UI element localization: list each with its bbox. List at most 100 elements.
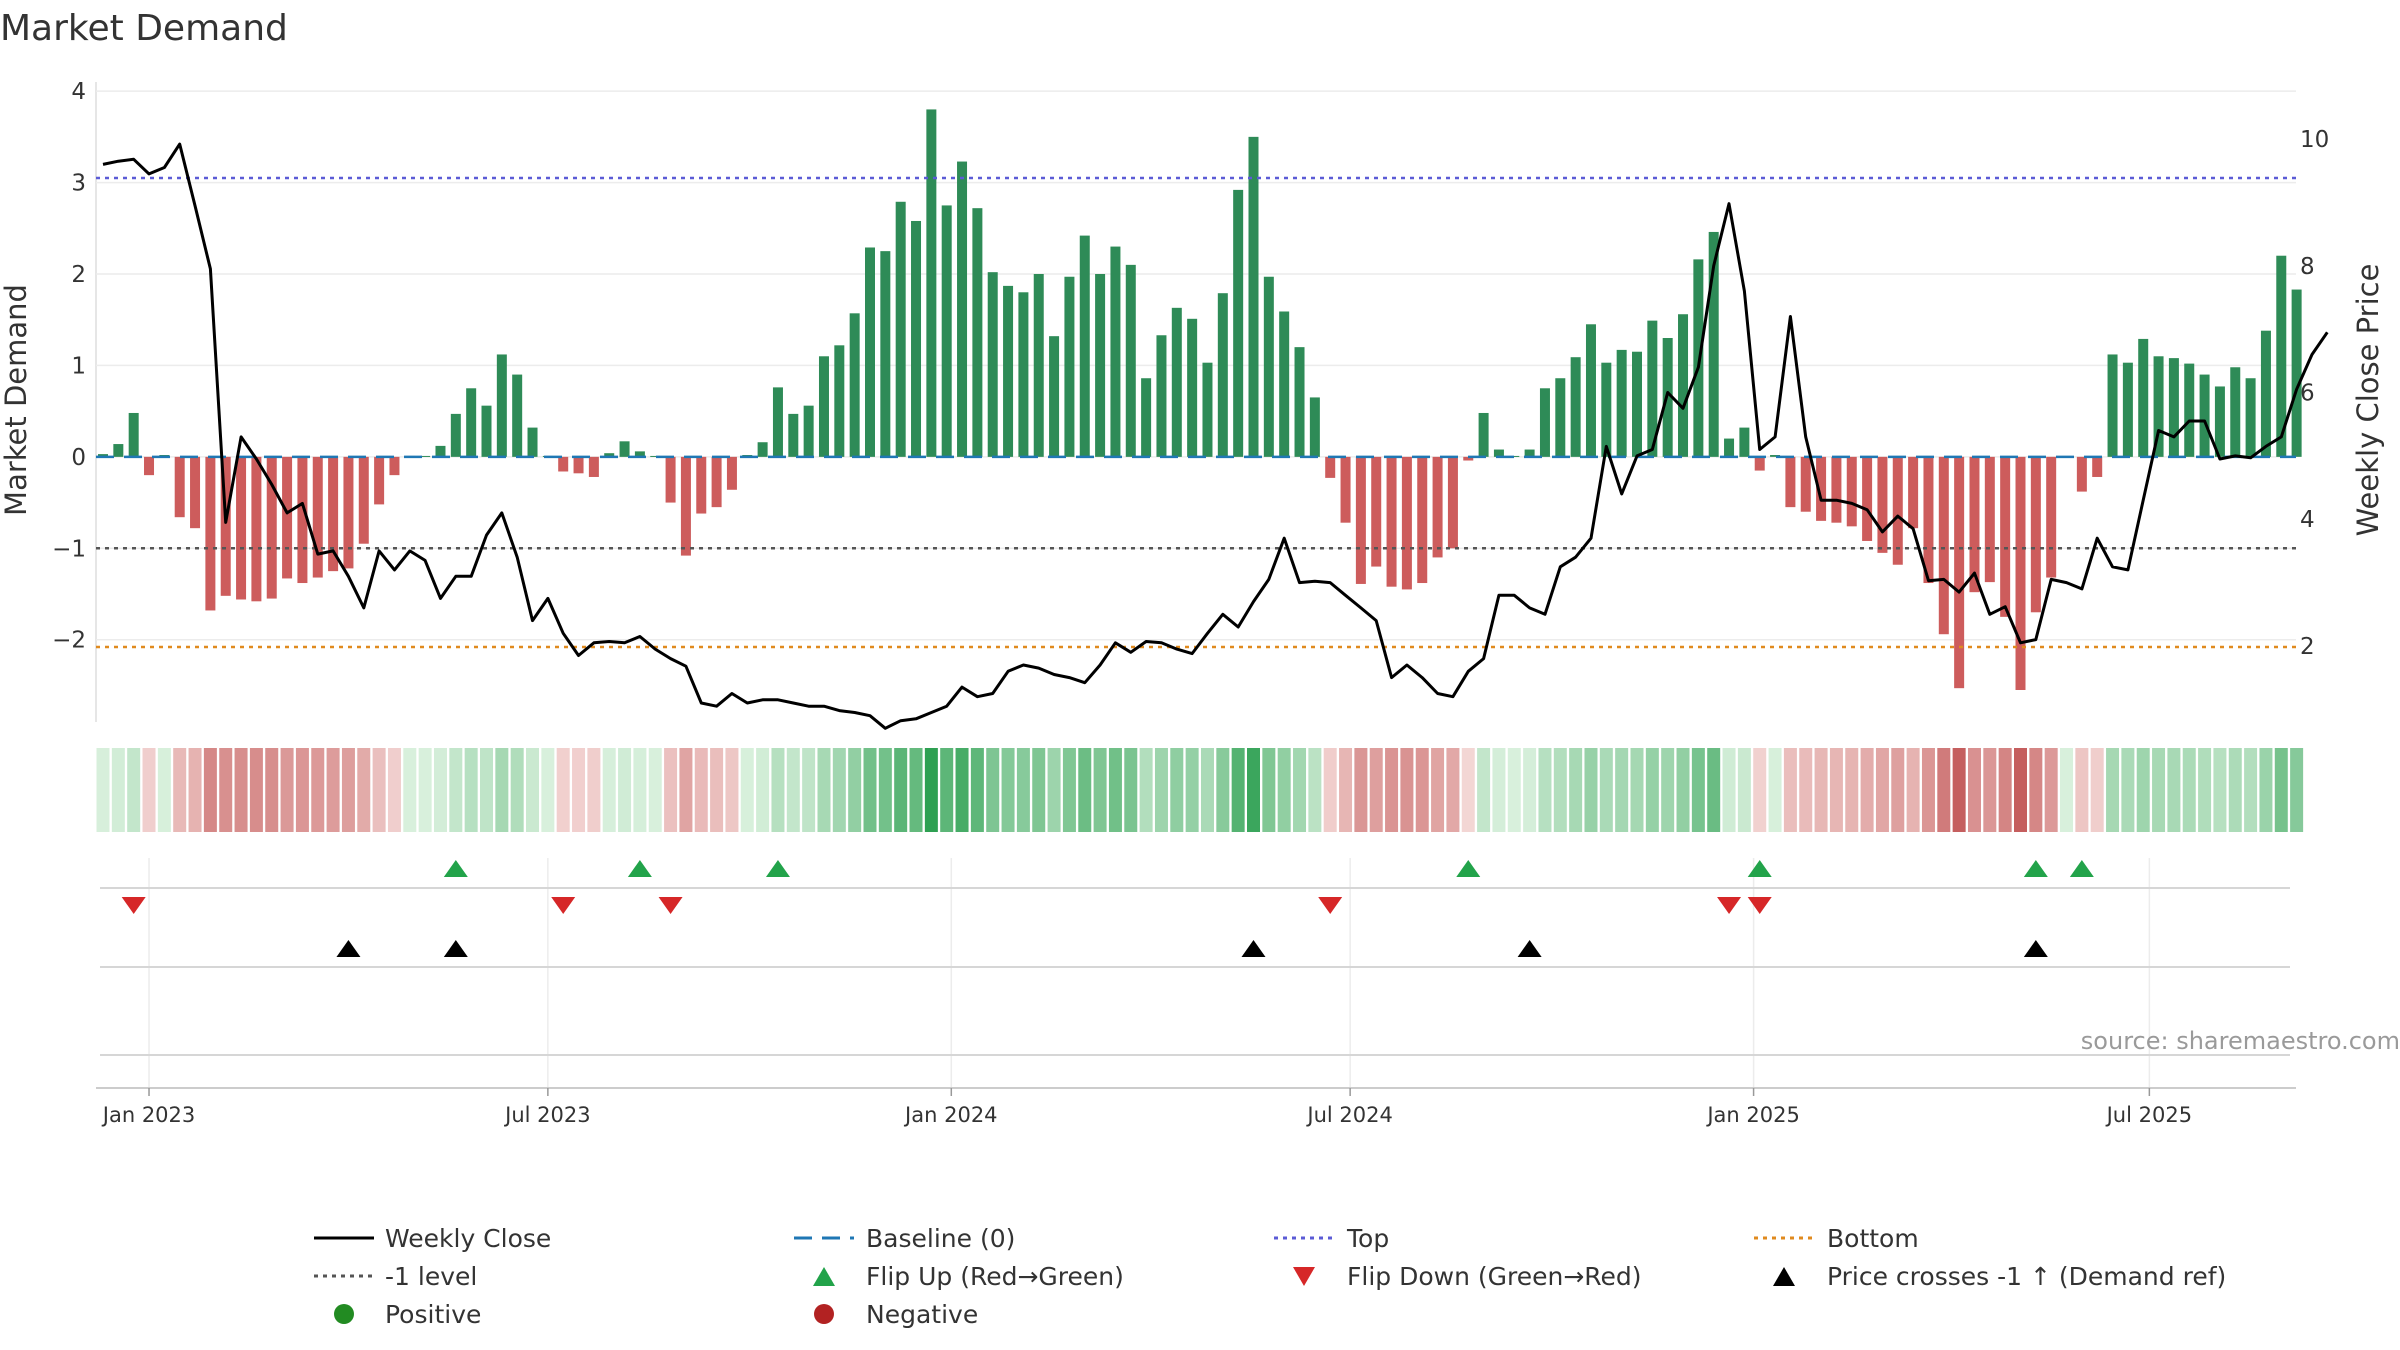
heatmap-cell	[480, 748, 493, 832]
demand-bar	[757, 442, 768, 457]
demand-bar	[2122, 362, 2133, 457]
legend-label: Flip Down (Green→Red)	[1347, 1262, 1642, 1291]
demand-bar	[1447, 456, 1458, 549]
heatmap-cell	[1354, 748, 1368, 832]
demand-bar	[2046, 456, 2057, 578]
demand-bar	[1125, 264, 1136, 457]
right-axis-ticks: 2 4 6 8 10	[2300, 127, 2329, 660]
demand-bar	[1064, 276, 1075, 457]
demand-bar	[1493, 449, 1504, 457]
demand-bar	[1033, 274, 1044, 457]
heatmap-cell	[311, 748, 325, 832]
heatmap-cell	[1431, 748, 1445, 832]
heatmap-cell	[1124, 748, 1138, 832]
demand-bar	[680, 456, 691, 556]
demand-bar	[1570, 357, 1581, 457]
heatmap-cell	[1231, 748, 1245, 832]
demand-bar	[328, 456, 339, 572]
demand-bar	[1156, 335, 1167, 457]
heatmap-cell	[1998, 748, 2012, 832]
demand-bar	[358, 456, 369, 544]
circle-icon	[814, 1304, 834, 1324]
heatmap-cell	[1016, 748, 1030, 832]
demand-bar	[1371, 456, 1382, 567]
heatmap-cell	[1415, 748, 1429, 832]
demand-bar	[957, 161, 968, 457]
demand-bar	[1846, 456, 1857, 527]
demand-bar	[1800, 456, 1811, 512]
x-axis-ticks: Jan 2023 Jul 2023 Jan 2024 Jul 2024 Jan 2025…	[101, 1088, 2192, 1127]
demand-bar	[588, 456, 599, 477]
heatmap-cell	[924, 748, 938, 832]
demand-bar	[251, 456, 262, 602]
heatmap-cell	[1967, 748, 1981, 832]
demand-bar	[1171, 307, 1182, 457]
demand-bar	[1892, 456, 1903, 565]
demand-bar	[1141, 378, 1152, 457]
heatmap-cell	[756, 748, 770, 832]
weekly-close-line	[102, 142, 2329, 730]
demand-bar	[1417, 456, 1428, 584]
legend-label: Positive	[385, 1300, 481, 1329]
heatmap-cell	[2121, 748, 2135, 832]
event-gridlines	[148, 858, 2151, 1088]
heatmap-cell	[188, 748, 202, 832]
demand-bar	[665, 456, 676, 503]
flip-down-marker	[1318, 897, 1343, 914]
triangle-up-icon	[1773, 1267, 1795, 1286]
heatmap-cell	[909, 748, 923, 832]
heatmap-cell	[1860, 748, 1874, 832]
demand-bar	[1202, 362, 1213, 457]
triangle-down-icon	[1293, 1267, 1315, 1286]
demand-bar	[496, 354, 507, 457]
demand-bar	[818, 356, 829, 457]
legend-baseline: Baseline (0)	[794, 1224, 1015, 1253]
demand-bar	[450, 413, 461, 457]
demand-bar	[2214, 386, 2225, 457]
heatmap-cell	[572, 748, 586, 832]
heatmap-cell	[878, 748, 892, 832]
heatmap-cell	[986, 748, 1000, 832]
demand-bar	[1585, 324, 1596, 457]
heatmap-cell	[1323, 748, 1337, 832]
legend-label: Top	[1346, 1224, 1389, 1253]
heatmap-cell	[1768, 748, 1782, 832]
heatmap-cell	[1676, 748, 1690, 832]
demand-bar	[1432, 456, 1443, 558]
demand-bar	[113, 444, 124, 457]
legend-label: Bottom	[1827, 1224, 1919, 1253]
demand-bar	[2000, 456, 2011, 617]
heatmap-cell	[1492, 748, 1506, 832]
left-tick-label: 1	[71, 353, 86, 379]
heatmap-cell	[219, 748, 233, 832]
heatmap-cell	[1477, 748, 1491, 832]
heatmap-cell	[1216, 748, 1230, 832]
demand-bar	[1018, 292, 1029, 457]
demand-bar	[1739, 427, 1750, 457]
heatmap-cell	[848, 748, 862, 832]
cross-up-marker	[443, 940, 468, 957]
flip-down-marker	[551, 897, 576, 914]
heatmap-cell	[1722, 748, 1736, 832]
heatmap-cell	[326, 748, 340, 832]
demand-bar	[1386, 456, 1397, 587]
x-tick-label: Jul 2023	[503, 1103, 590, 1127]
demand-bar	[1908, 456, 1919, 529]
heatmap-cell	[1707, 748, 1721, 832]
demand-bar	[1110, 246, 1121, 457]
heatmap-cell	[526, 748, 540, 832]
heatmap-cell	[357, 748, 371, 832]
legend-label: Flip Up (Red→Green)	[866, 1262, 1124, 1291]
heatmap-cell	[1937, 748, 1951, 832]
demand-bar	[144, 456, 155, 476]
heatmap-cell	[940, 748, 954, 832]
legend-top: Top	[1274, 1224, 1389, 1253]
legend-label: Baseline (0)	[866, 1224, 1015, 1253]
demand-bar	[1724, 438, 1735, 457]
legend-label: Price crosses -1 ↑ (Demand ref)	[1827, 1262, 2226, 1291]
heatmap-cell	[710, 748, 724, 832]
heatmap-cell	[1293, 748, 1307, 832]
demand-bar	[941, 205, 952, 457]
demand-bar	[911, 220, 922, 457]
heatmap-cell	[1062, 748, 1076, 832]
